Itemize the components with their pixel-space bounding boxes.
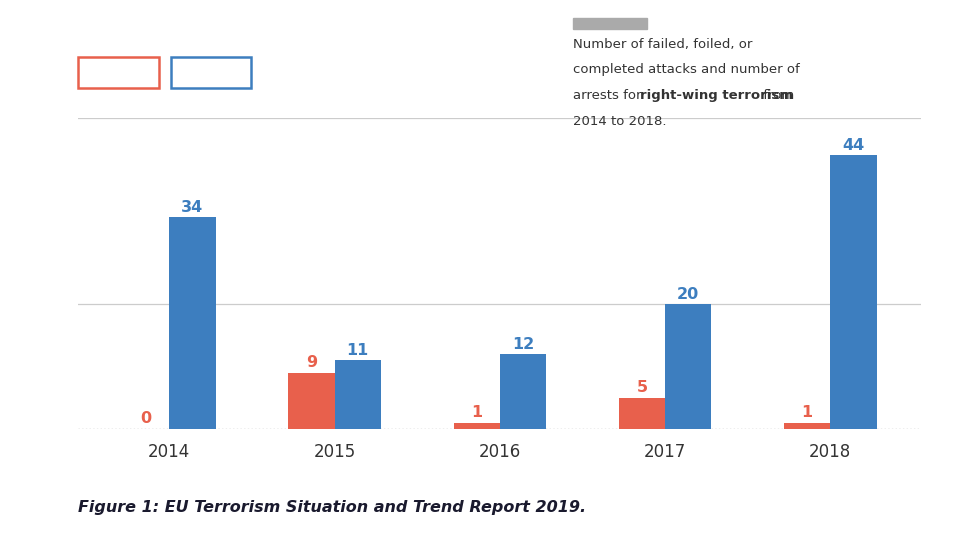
Text: Number of failed, foiled, or: Number of failed, foiled, or (573, 38, 753, 50)
Bar (288, 373, 334, 429)
Text: 20: 20 (677, 287, 700, 302)
Text: completed attacks and number of: completed attacks and number of (573, 63, 800, 76)
Text: right-wing terrorism: right-wing terrorism (641, 89, 794, 102)
Text: 9: 9 (306, 355, 317, 370)
Text: 0: 0 (140, 411, 152, 426)
Text: arrests: arrests (183, 65, 238, 80)
Bar (784, 422, 830, 429)
Text: arrests for: arrests for (573, 89, 646, 102)
Bar (454, 422, 500, 429)
Bar (830, 155, 876, 429)
Bar (500, 354, 546, 429)
Text: 1: 1 (802, 405, 812, 420)
Text: 5: 5 (636, 380, 648, 395)
Bar (665, 304, 711, 429)
Text: 12: 12 (512, 337, 534, 352)
Text: 2014 to 2018.: 2014 to 2018. (573, 115, 666, 128)
Text: 44: 44 (843, 138, 864, 153)
Bar (170, 218, 216, 429)
Text: from: from (759, 89, 794, 102)
Text: 1: 1 (471, 405, 482, 420)
Text: Figure 1: EU Terrorism Situation and Trend Report 2019.: Figure 1: EU Terrorism Situation and Tre… (78, 500, 586, 515)
Bar (334, 360, 381, 429)
Text: 11: 11 (347, 343, 368, 358)
Bar (618, 398, 665, 429)
Text: attacks: attacks (89, 65, 148, 80)
Text: 34: 34 (181, 200, 204, 215)
